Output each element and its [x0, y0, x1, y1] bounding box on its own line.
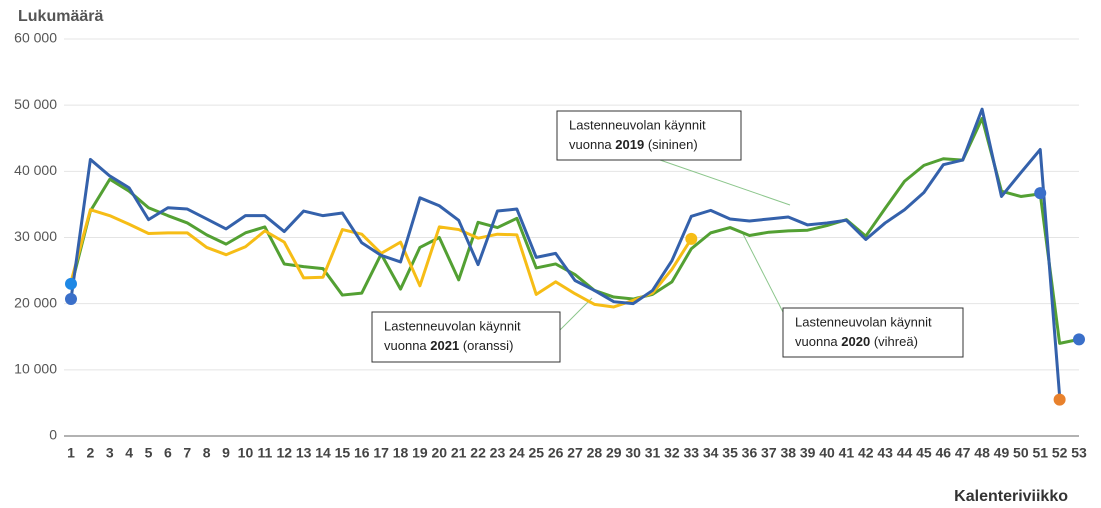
x-tick-label: 39 [800, 445, 816, 461]
x-tick-label: 32 [664, 445, 680, 461]
x-tick-label: 3 [106, 445, 114, 461]
x-tick-label: 8 [203, 445, 211, 461]
annotation-box [556, 110, 742, 161]
x-tick-label: 5 [145, 445, 153, 461]
leader-line [741, 231, 786, 317]
x-tick-label: 46 [936, 445, 952, 461]
annotation-part: vuonna [795, 334, 838, 349]
x-tick-label: 2 [86, 445, 94, 461]
x-tick-label: 42 [858, 445, 874, 461]
x-tick-label: 11 [257, 445, 272, 461]
x-tick-label: 31 [645, 445, 661, 461]
x-tick-label: 15 [335, 445, 351, 461]
x-tick-label: 52 [1052, 445, 1068, 461]
x-tick-label: 35 [722, 445, 738, 461]
y-axis-title: Lukumäärä [18, 8, 103, 25]
x-tick-label: 20 [432, 445, 448, 461]
series-line [69, 116, 1080, 345]
annotation-part: vuonna [569, 137, 612, 152]
x-axis-title: Kalenteriviikko [954, 488, 1068, 505]
annotation-part: 2019 [615, 137, 644, 152]
annotation-part: vuonna [384, 338, 427, 353]
x-tick-label: 30 [625, 445, 641, 461]
point [65, 293, 77, 306]
x-tick-label: 47 [955, 445, 971, 461]
annotation: Lastenneuvolan käynnit vuonna 2020 (vihre… [782, 307, 964, 358]
annotation-part: (oranssi) [463, 338, 514, 353]
x-tick-label: 22 [470, 445, 486, 461]
x-tick-label: 36 [742, 445, 758, 461]
annotation-text: Lastenneuvolan käynnit [384, 318, 521, 333]
x-tick-label: 27 [567, 445, 583, 461]
x-tick-label: 14 [315, 445, 331, 461]
annotation-part: (sininen) [648, 137, 698, 152]
y-tick-label: 60 000 [14, 30, 57, 46]
x-tick-label: 12 [276, 445, 292, 461]
series-line [69, 107, 1062, 397]
point [65, 277, 77, 290]
x-tick-label: 18 [393, 445, 409, 461]
point [1053, 393, 1066, 406]
leader-line [659, 159, 791, 206]
y-tick-label: 50 000 [14, 96, 57, 112]
x-tick-label: 45 [916, 445, 932, 461]
x-tick-label: 43 [877, 445, 893, 461]
x-tick-label: 4 [125, 445, 133, 461]
x-tick-label: 41 [839, 445, 855, 461]
x-tick-label: 44 [897, 445, 913, 461]
leader-line [559, 297, 593, 331]
x-tick-label: 28 [587, 445, 603, 461]
y-tick-label: 0 [49, 427, 57, 443]
x-tick-label: 51 [1032, 445, 1048, 461]
annotation-text: vuonna 2020 (vihreä) [795, 334, 918, 349]
x-tick-label: 17 [373, 445, 389, 461]
x-tick-label: 25 [528, 445, 544, 461]
annotation-part: 2020 [841, 334, 870, 349]
x-tick-label: 6 [164, 445, 172, 461]
x-tick-label: 19 [412, 445, 428, 461]
x-tick-label: 34 [703, 445, 719, 461]
annotation-box [371, 311, 561, 363]
x-tick-label: 49 [994, 445, 1010, 461]
annotation-part: (vihreä) [874, 334, 918, 349]
x-tick-label: 29 [606, 445, 622, 461]
x-tick-label: 37 [761, 445, 777, 461]
y-tick-label: 10 000 [14, 361, 57, 377]
x-tick-label: 24 [509, 445, 525, 461]
x-tick-label: 13 [296, 445, 312, 461]
x-tick-label: 48 [974, 445, 990, 461]
y-tick-label: 30 000 [14, 228, 57, 244]
y-tick-label: 20 000 [14, 294, 57, 310]
x-tick-label: 40 [819, 445, 835, 461]
annotation-box [782, 307, 964, 358]
x-tick-label: 50 [1013, 445, 1029, 461]
x-tick-label: 26 [548, 445, 564, 461]
x-tick-label: 16 [354, 445, 370, 461]
x-tick-label: 10 [238, 445, 254, 461]
y-tick-label: 40 000 [14, 162, 57, 178]
annotation-text: Lastenneuvolan käynnit [795, 314, 932, 329]
point [685, 232, 698, 245]
x-tick-label: 53 [1071, 445, 1087, 461]
x-tick-label: 1 [67, 445, 75, 461]
x-tick-label: 9 [222, 445, 230, 461]
x-tick-label: 23 [490, 445, 506, 461]
x-tick-label: 38 [780, 445, 796, 461]
annotation-text: vuonna 2019 (sininen) [569, 137, 698, 152]
x-tick-label: 33 [684, 445, 700, 461]
annotation-text: vuonna 2021 (oranssi) [384, 338, 513, 353]
point [1034, 187, 1047, 200]
point [1073, 333, 1085, 346]
annotation: Lastenneuvolan käynnit vuonna 2021 (orans… [371, 311, 561, 363]
annotation-part: 2021 [430, 338, 459, 353]
annotation: Lastenneuvolan käynnit vuonna 2019 (sinin… [556, 110, 742, 161]
x-tick-label: 21 [451, 445, 467, 461]
series-line [69, 208, 693, 309]
x-tick-label: 7 [183, 445, 191, 461]
annotation-text: Lastenneuvolan käynnit [569, 117, 706, 132]
